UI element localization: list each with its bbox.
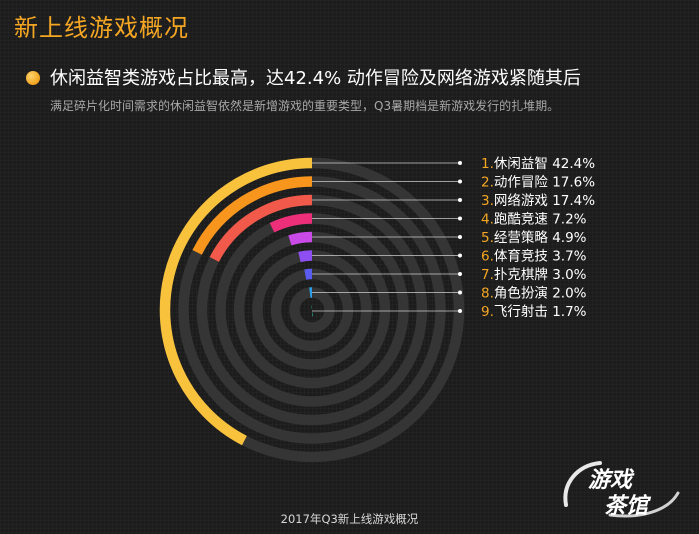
legend-index: 7. bbox=[481, 267, 494, 283]
data-label: 3.7% bbox=[552, 249, 586, 265]
legend-category: 飞行射击 bbox=[494, 304, 552, 320]
svg-text:游戏: 游戏 bbox=[588, 468, 635, 493]
data-label: 42.4% bbox=[552, 156, 595, 172]
legend-category: 休闲益智 bbox=[494, 156, 552, 172]
connector-dot bbox=[458, 161, 462, 165]
legend-index: 3. bbox=[481, 193, 494, 209]
connector-dot bbox=[458, 198, 462, 202]
connector-dot bbox=[458, 253, 462, 258]
legend-index: 8. bbox=[481, 286, 494, 302]
watermark-logo: 游戏 茶馆 bbox=[563, 461, 680, 519]
data-label: 17.6% bbox=[552, 175, 595, 191]
headline: 休闲益智类游戏占比最高，达42.4% 动作冒险及网络游戏紧随其后 bbox=[50, 68, 581, 89]
connector-dot bbox=[458, 290, 462, 295]
legend-index: 9. bbox=[481, 304, 494, 320]
legend-label: 6.体育竞技 3.7% bbox=[481, 248, 587, 265]
track-ring bbox=[215, 213, 409, 407]
connector-dot bbox=[458, 216, 462, 221]
connector-dot bbox=[458, 272, 462, 276]
bar-arc bbox=[159, 157, 313, 446]
data-label: 7.2% bbox=[552, 212, 586, 228]
subheadline: 满足碎片化时间需求的休闲益智依然是新增游戏的重要类型，Q3暑期档是新游戏发行的扎… bbox=[50, 99, 560, 113]
legend-category: 扑克棋牌 bbox=[494, 266, 552, 283]
legend-label: 5.经营策略 4.9% bbox=[481, 229, 587, 246]
legend-index: 4. bbox=[481, 212, 494, 228]
bullet-dot-icon bbox=[26, 71, 40, 85]
legend-category: 网络游戏 bbox=[494, 193, 552, 209]
legend-label: 4.跑酷竞速 7.2% bbox=[481, 211, 587, 228]
page-title: 新上线游戏概况 bbox=[14, 14, 189, 42]
legend-category: 体育竞技 bbox=[494, 248, 552, 265]
track-ring bbox=[270, 268, 354, 352]
data-label: 17.4% bbox=[552, 193, 595, 209]
legend-label: 9.飞行射击 1.7% bbox=[481, 304, 587, 320]
legend-category: 动作冒险 bbox=[494, 175, 552, 191]
svg-text:茶馆: 茶馆 bbox=[604, 493, 652, 519]
data-label: 4.9% bbox=[552, 230, 586, 246]
legend-category: 角色扮演 bbox=[494, 285, 552, 302]
legend-index: 5. bbox=[481, 230, 494, 246]
legend-label: 3.网络游戏 17.4% bbox=[481, 193, 595, 209]
legend-index: 1. bbox=[481, 156, 494, 172]
data-label: 1.7% bbox=[552, 304, 586, 320]
connector-dot bbox=[458, 309, 462, 313]
data-label: 2.0% bbox=[552, 286, 586, 302]
legend-category: 跑酷竞速 bbox=[494, 211, 552, 228]
legend-label: 7.扑克棋牌 3.0% bbox=[481, 266, 587, 283]
legend-index: 6. bbox=[481, 249, 494, 265]
connector-dot bbox=[458, 179, 462, 184]
legend-category: 经营策略 bbox=[494, 229, 552, 246]
legend-label: 1.休闲益智 42.4% bbox=[481, 156, 595, 172]
bar-arc bbox=[209, 194, 313, 262]
legend-index: 2. bbox=[481, 175, 494, 191]
bar-arc bbox=[298, 250, 313, 263]
bar-arc bbox=[304, 268, 313, 280]
chart-caption: 2017年Q3新上线游戏概况 bbox=[280, 512, 419, 526]
data-label: 3.0% bbox=[552, 267, 586, 283]
bar-arc bbox=[192, 176, 313, 255]
connector-dot bbox=[458, 235, 462, 239]
legend-label: 8.角色扮演 2.0% bbox=[481, 285, 587, 302]
bar-arc bbox=[288, 231, 313, 246]
bar-arc bbox=[269, 213, 313, 233]
legend-label: 2.动作冒险 17.6% bbox=[481, 175, 595, 191]
